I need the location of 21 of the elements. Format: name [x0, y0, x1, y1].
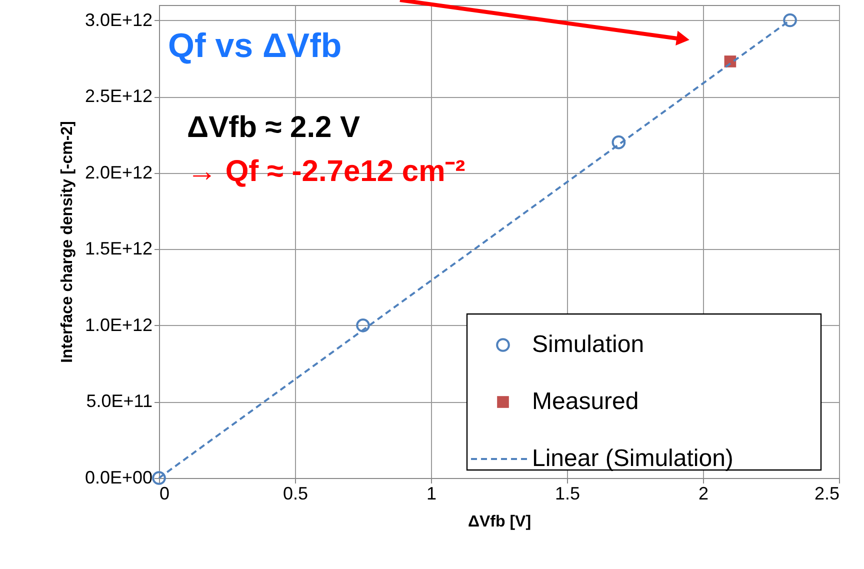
- annotation: ΔVfb ≈ 2.2 V: [187, 111, 360, 144]
- x-tick-label: 1: [426, 484, 437, 504]
- x-tick-label: 0.5: [282, 484, 308, 504]
- x-tick-label: 2.5: [814, 484, 840, 504]
- x-tick-label: 1.5: [554, 484, 580, 504]
- y-tick-label: 0.0E+00: [84, 468, 152, 488]
- annotation: Qf vs ΔVfb: [168, 27, 342, 65]
- legend-label: Simulation: [532, 331, 644, 358]
- y-tick-label: 2.0E+12: [84, 162, 152, 182]
- y-tick-label: 5.0E+11: [86, 391, 152, 412]
- y-tick-label: 2.5E+12: [84, 86, 152, 106]
- x-axis-title: ΔVfb [V]: [468, 514, 532, 530]
- legend-label: Measured: [532, 388, 639, 415]
- y-axis-title: Interface charge density [-cm-2]: [58, 121, 76, 363]
- y-tick-label: 1.5E+12: [84, 238, 152, 259]
- y-tick-label: 3.0E+12: [84, 10, 152, 30]
- legend-label: Linear (Simulation): [532, 445, 734, 472]
- y-tick-label: 1.0E+12: [84, 314, 152, 335]
- x-tick-label: 2: [698, 484, 709, 504]
- x-tick-label: 0: [160, 484, 170, 504]
- annotation: → Qf ≈ -2.7e12 cm⁻²: [187, 155, 466, 188]
